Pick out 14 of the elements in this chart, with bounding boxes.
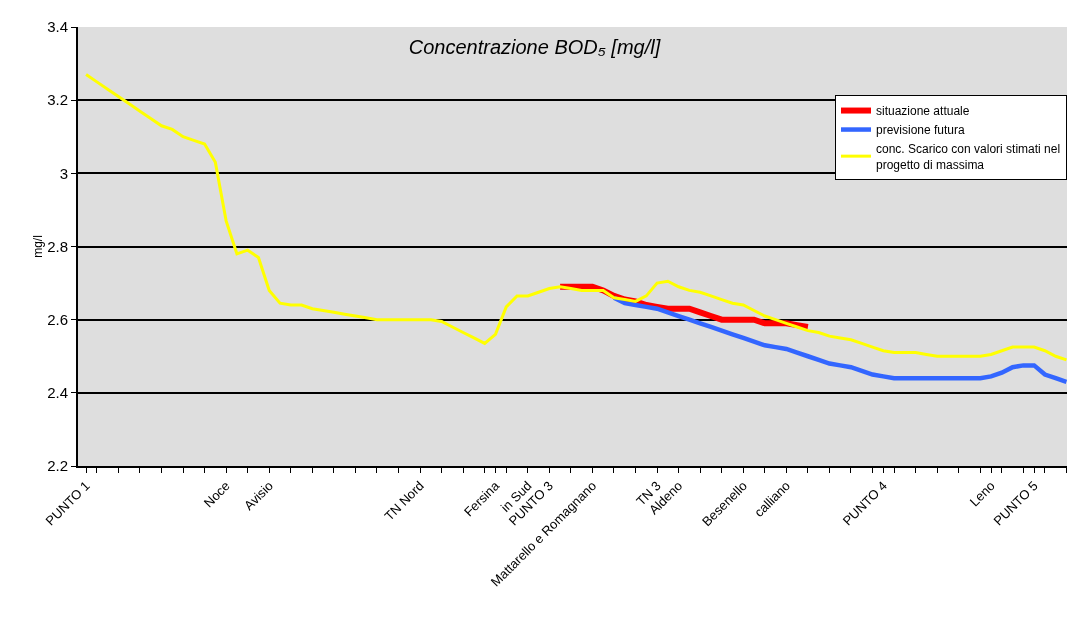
line-series xyxy=(84,73,1067,362)
y-tick-label: 2.8 xyxy=(47,237,68,255)
y-axis-title: mg/l xyxy=(30,235,45,258)
y-tick-label: 3 xyxy=(59,164,68,182)
y-tick-label: 2.2 xyxy=(47,457,68,475)
line-series xyxy=(611,295,1067,385)
chart-title: Concentrazione BOD₅ [mg/l] xyxy=(408,36,661,58)
y-tick-label: 3.4 xyxy=(47,18,68,36)
legend-label: conc. Scarico con valori stimati nel progetto di massima xyxy=(876,142,1061,172)
y-tick-label: 2.6 xyxy=(47,310,68,328)
legend-label: situazione attuale xyxy=(876,104,970,119)
y-tick-label: 3.2 xyxy=(47,91,68,109)
y-tick-label: 2.4 xyxy=(47,384,68,402)
legend-label: previsione futura xyxy=(876,123,966,138)
